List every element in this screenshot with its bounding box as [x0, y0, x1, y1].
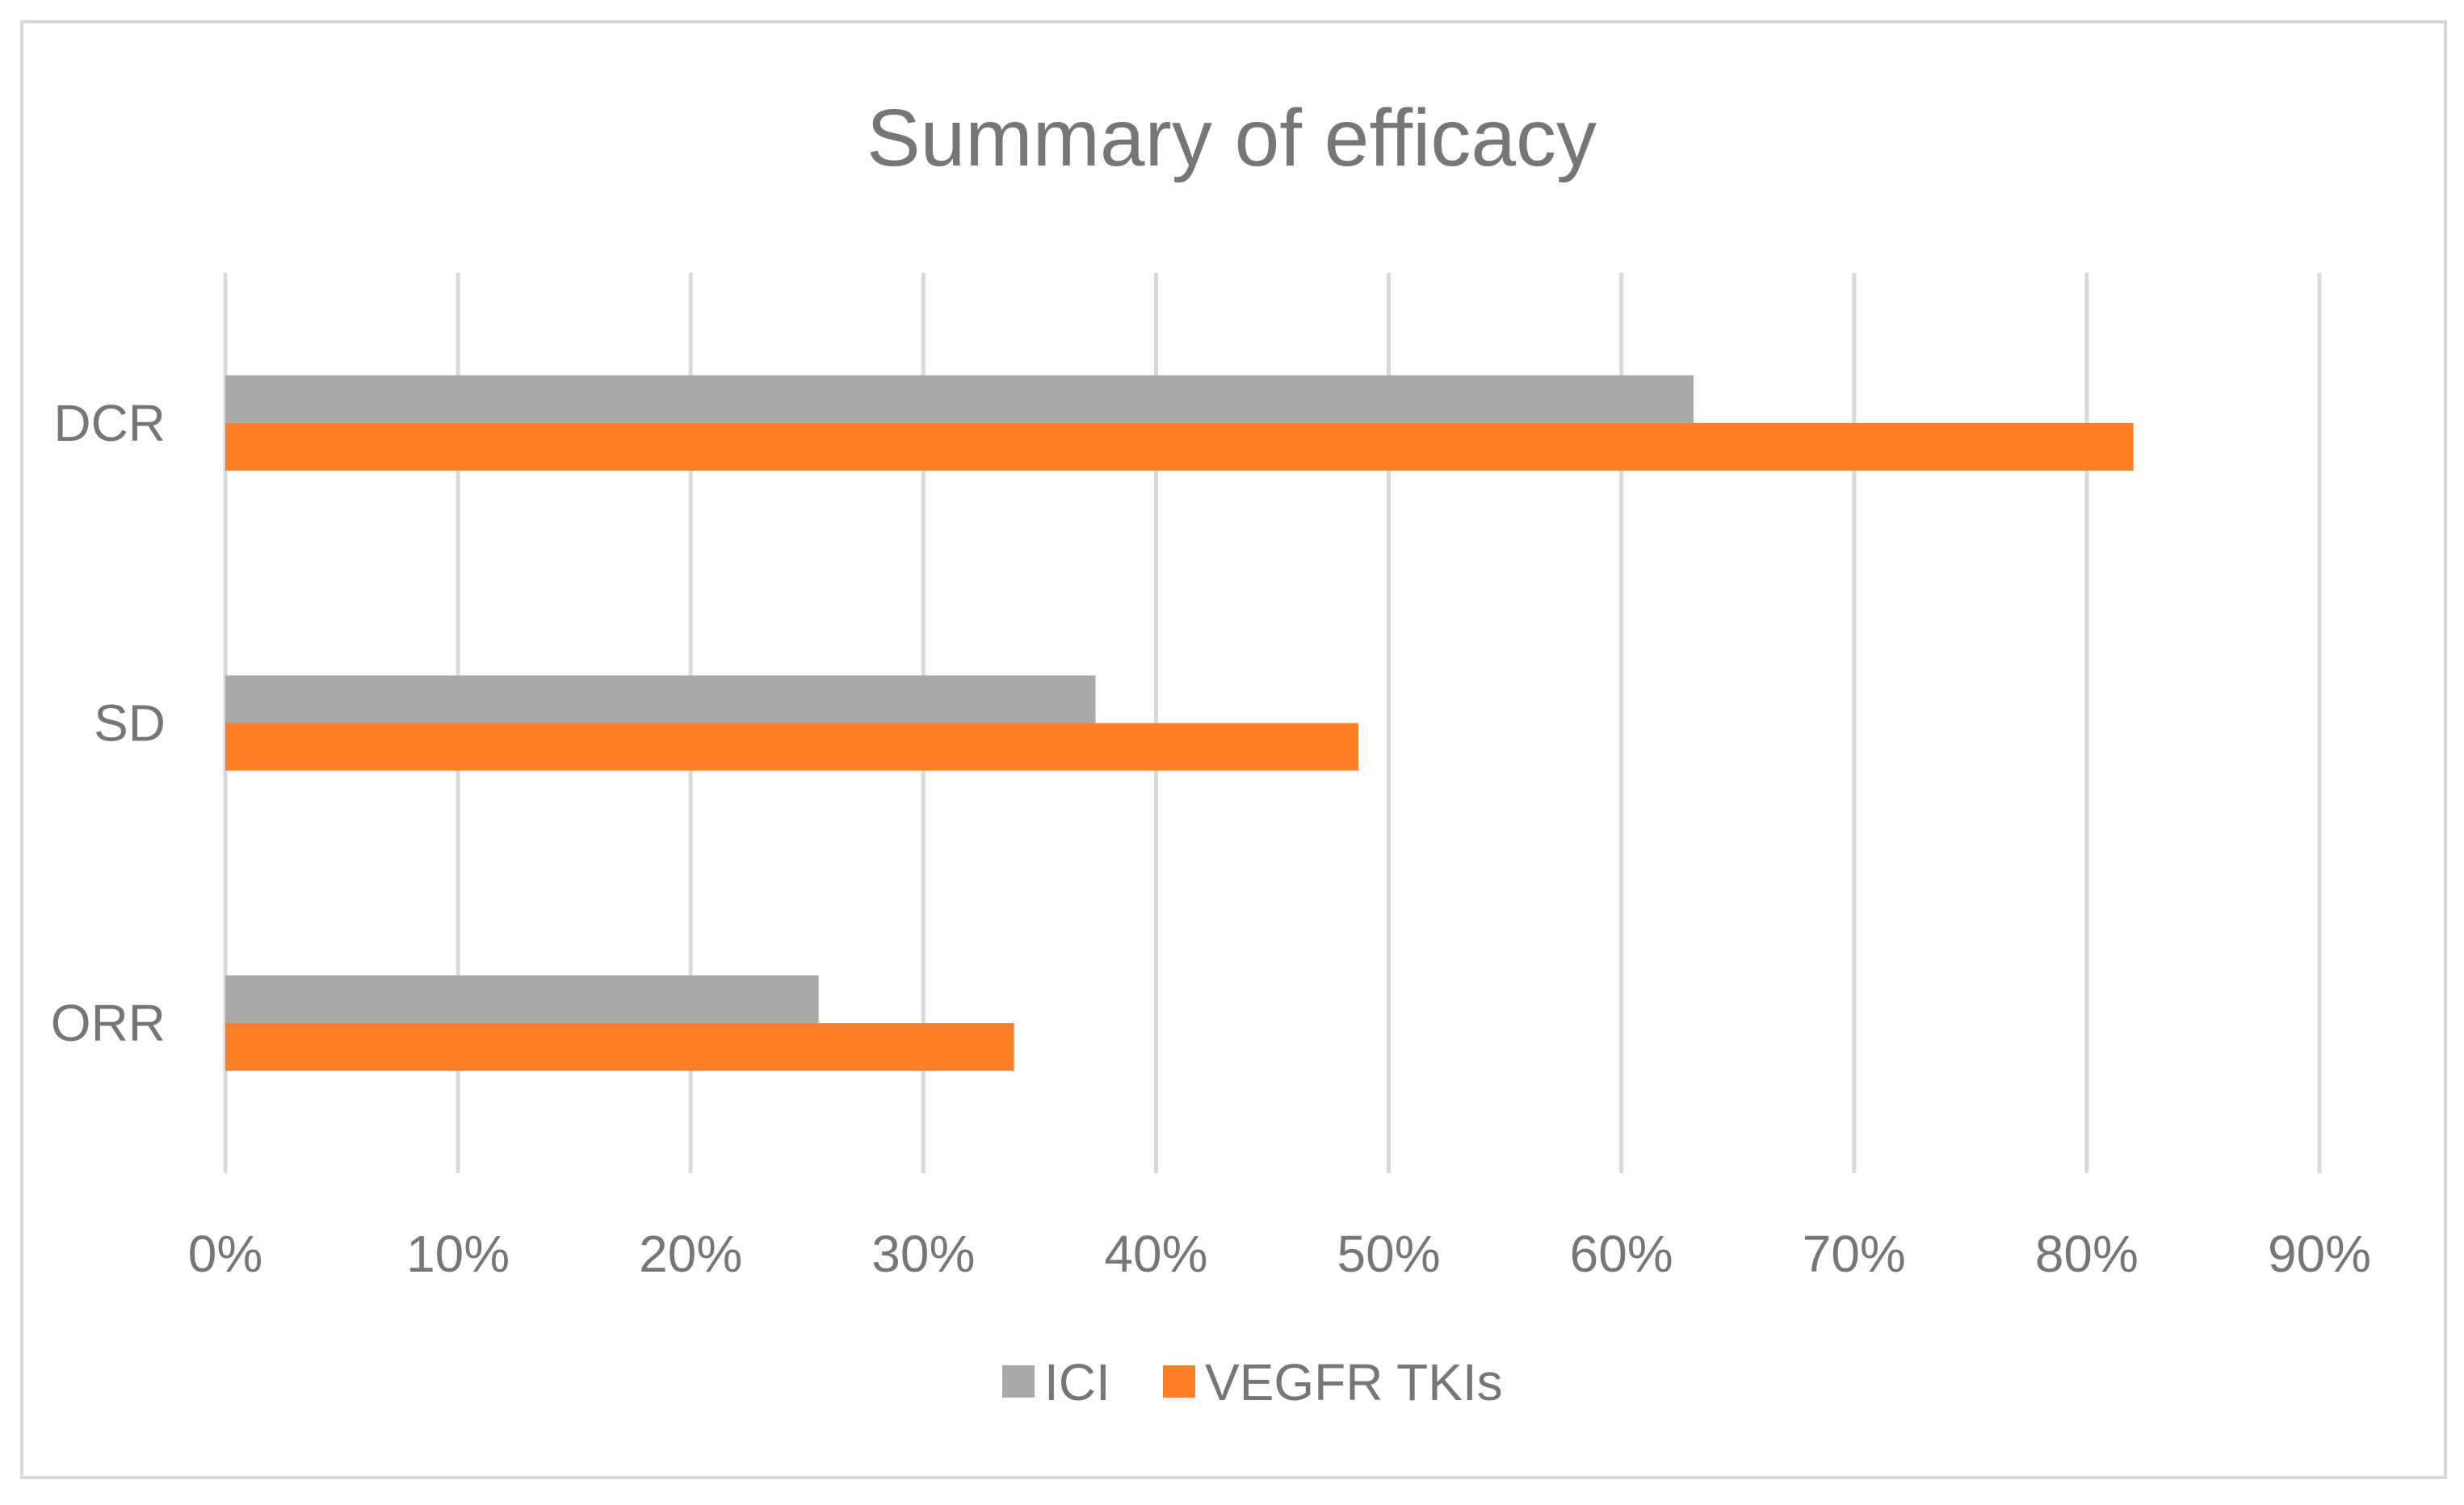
legend-label: VEGFR TKIs: [1205, 1353, 1503, 1411]
legend-label: ICI: [1044, 1353, 1110, 1411]
category-label: ORR: [51, 994, 166, 1052]
x-tick-label: 60%: [1570, 1225, 1673, 1283]
x-tick-label: 10%: [406, 1225, 510, 1283]
x-tick-label: 30%: [871, 1225, 975, 1283]
legend-swatch: [1002, 1365, 1035, 1398]
legend-swatch: [1163, 1365, 1195, 1398]
x-tick-label: 40%: [1104, 1225, 1207, 1283]
bar-vegfr-tkis-orr: [225, 1023, 1014, 1071]
x-tick-label: 0%: [188, 1225, 263, 1283]
bar-vegfr-tkis-dcr: [225, 422, 2134, 471]
bar-ici-sd: [225, 675, 1096, 723]
x-tick-label: 50%: [1337, 1225, 1441, 1283]
chart-title: Summary of efficacy: [867, 93, 1597, 183]
legend-item: ICI: [1002, 1353, 1110, 1411]
x-tick-label: 80%: [2035, 1225, 2139, 1283]
x-tick-label: 90%: [2268, 1225, 2371, 1283]
x-tick-label: 20%: [639, 1225, 742, 1283]
category-label: SD: [94, 694, 166, 752]
x-tick-label: 70%: [1803, 1225, 1906, 1283]
bar-vegfr-tkis-sd: [225, 723, 1359, 771]
category-label: DCR: [53, 394, 166, 452]
bar-ici-orr: [225, 975, 819, 1024]
bar-ici-dcr: [225, 375, 1694, 423]
legend-item: VEGFR TKIs: [1163, 1353, 1503, 1411]
